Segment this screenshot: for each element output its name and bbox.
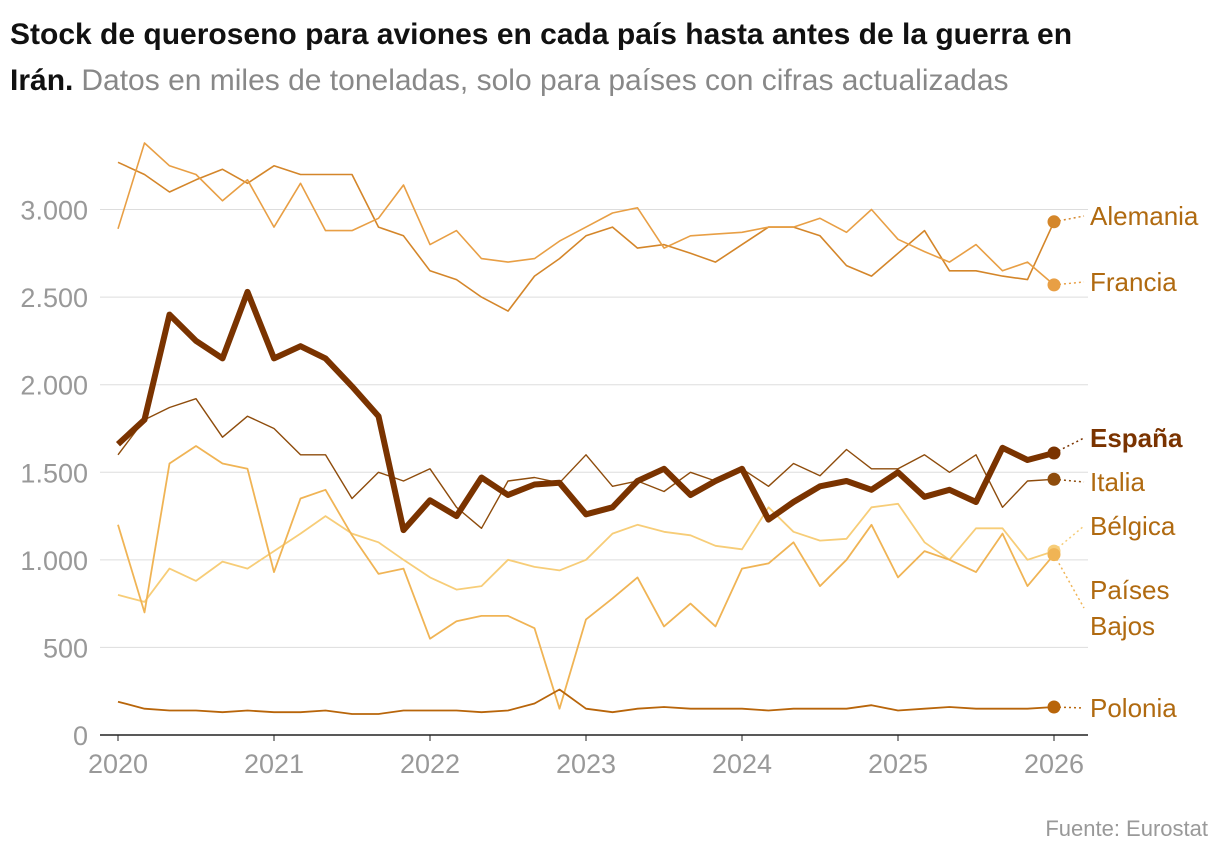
y-tick-label: 1.000	[20, 546, 88, 576]
series-label: Países Bajos	[1090, 575, 1170, 641]
y-tick-label: 2.000	[20, 371, 88, 401]
y-tick-label: 500	[43, 633, 88, 663]
leader-line	[1053, 554, 1085, 609]
series-line	[115, 288, 1055, 534]
leader-line	[1053, 525, 1085, 552]
series-label: Polonia	[1090, 693, 1177, 723]
series-label: España	[1090, 423, 1183, 453]
end-point	[1047, 215, 1061, 229]
chart-title: Stock de queroseno para aviones en cada …	[10, 18, 1073, 97]
x-tick-label: 2020	[88, 749, 148, 779]
y-tick-label: 1.500	[20, 458, 88, 488]
y-tick-label: 3.000	[20, 196, 88, 226]
series-line	[117, 142, 1055, 286]
series-line	[117, 161, 1055, 312]
header: Stock de queroseno para aviones en cada …	[10, 12, 1200, 104]
chart-subtitle: Datos en miles de toneladas, solo para p…	[81, 64, 1009, 97]
end-point	[1047, 278, 1061, 292]
y-tick-label: 2.500	[20, 283, 88, 313]
series-line	[117, 502, 1055, 603]
series-label: Bélgica	[1090, 511, 1176, 541]
x-tick-label: 2024	[712, 749, 772, 779]
x-tick-label: 2021	[244, 749, 304, 779]
x-tick-label: 2026	[1024, 749, 1084, 779]
series-line	[117, 398, 1055, 529]
series-line	[117, 688, 1055, 715]
series-line	[117, 445, 1055, 710]
x-tick-label: 2022	[400, 749, 460, 779]
end-point	[1047, 472, 1061, 486]
end-point	[1047, 700, 1061, 714]
end-point	[1047, 548, 1061, 562]
y-tick-label: 0	[73, 721, 88, 751]
end-point	[1047, 446, 1061, 460]
series-label: Alemania	[1090, 201, 1199, 231]
series-label: Francia	[1090, 267, 1177, 297]
x-tick-label: 2023	[556, 749, 616, 779]
series-label: Italia	[1090, 467, 1145, 497]
x-tick-label: 2025	[868, 749, 928, 779]
source: Fuente: Eurostat	[1045, 816, 1208, 841]
